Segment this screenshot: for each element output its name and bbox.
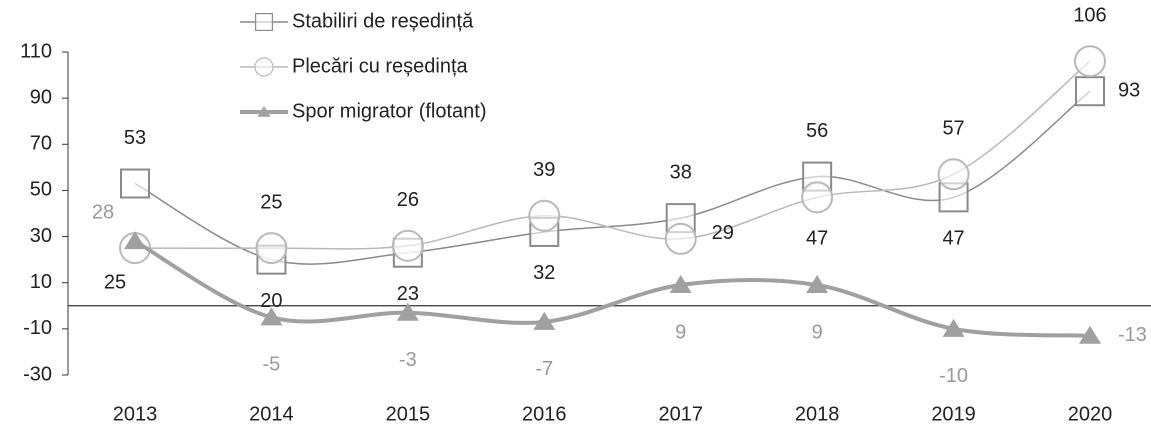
data-label: -3 (399, 349, 417, 371)
data-label: 29 (712, 222, 734, 244)
data-label: 23 (397, 283, 419, 305)
series: 28 -5 -3 -7 9 9 -10 -13 (92, 201, 1147, 387)
data-label: 47 (942, 228, 964, 250)
data-label: 56 (806, 120, 828, 142)
x-tick-label: 2015 (386, 403, 431, 425)
data-label: 32 (533, 262, 555, 284)
y-tick-label: 110 (20, 40, 52, 62)
legend-label: Spor migrator (flotant) (292, 100, 487, 122)
data-label: 57 (942, 118, 964, 140)
data-label: 39 (533, 159, 555, 181)
x-tick-label: 2017 (658, 403, 703, 425)
data-label: 106 (1073, 5, 1106, 27)
marker (937, 158, 970, 191)
line (134, 239, 1091, 338)
marker (1075, 76, 1105, 107)
marker (528, 199, 561, 232)
data-label: 93 (1118, 80, 1140, 102)
x-tick-label: 2019 (931, 403, 976, 425)
marker (1074, 45, 1106, 78)
data-label: 25 (260, 191, 282, 213)
data-label: 47 (806, 228, 828, 250)
data-label: 9 (675, 321, 686, 343)
y-tick-label: 70 (30, 133, 52, 155)
y-tick-label: -10 (23, 317, 52, 339)
data-label: -10 (939, 365, 968, 387)
y-tick-label: 30 (30, 225, 52, 247)
marker (806, 275, 829, 294)
legend-label: Plecări cu reședința (292, 55, 469, 77)
data-label: -13 (1118, 324, 1147, 346)
marker (257, 106, 271, 117)
y-tick-label: 90 (30, 86, 52, 108)
data-label: 53 (124, 127, 146, 149)
series: 25 25 26 39 29 47 57 106 (104, 5, 1107, 294)
y-tick-label: 50 (30, 179, 52, 201)
marker (254, 12, 273, 32)
data-label: 28 (92, 201, 114, 223)
data-label: 25 (104, 271, 126, 293)
marker (391, 229, 424, 262)
data-label: 9 (812, 321, 823, 343)
marker (1079, 325, 1101, 344)
data-label: 20 (260, 290, 282, 312)
line (134, 60, 1091, 250)
y-tick-label: -30 (23, 363, 52, 385)
marker (664, 222, 697, 255)
marker (255, 232, 288, 265)
marker (124, 231, 146, 250)
marker (801, 181, 834, 214)
data-label: -7 (535, 358, 553, 380)
marker (254, 57, 274, 77)
data-label: 38 (670, 161, 692, 183)
x-tick-label: 2014 (249, 403, 294, 425)
marker (260, 307, 283, 326)
x-tick-label: 2013 (113, 403, 158, 425)
x-tick-label: 2018 (795, 403, 840, 425)
marker (942, 318, 965, 337)
y-tick-label: 10 (30, 271, 52, 293)
x-tick-label: 2020 (1068, 403, 1113, 425)
marker (669, 275, 692, 294)
data-label: -5 (263, 354, 281, 376)
legend-label: Stabiliri de reședință (292, 10, 474, 32)
marker (120, 168, 150, 199)
data-label: 26 (397, 189, 419, 211)
x-tick-label: 2016 (522, 403, 567, 425)
marker (396, 302, 419, 321)
marker (533, 311, 556, 330)
